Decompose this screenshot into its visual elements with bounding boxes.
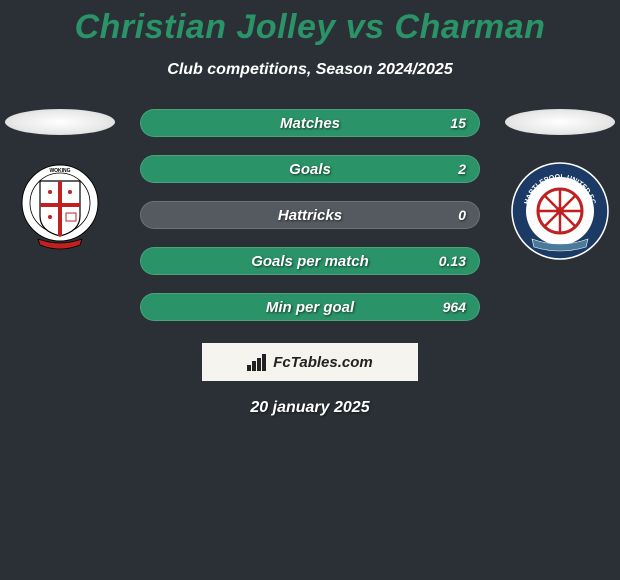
stat-value-right: 964 (443, 299, 466, 315)
svg-text:WOKING: WOKING (49, 168, 70, 174)
stat-bar: Goals per match 0.13 (140, 247, 480, 275)
right-side: HARTLEPOOL UNITED FC (500, 109, 620, 261)
stats-container: Matches 15 Goals 2 Hattricks 0 Goals per match… (140, 109, 480, 321)
page-title: Christian Jolley vs Charman (0, 0, 620, 47)
left-oval (5, 109, 115, 135)
stat-label: Hattricks (278, 207, 342, 224)
stat-value-right: 15 (450, 115, 466, 131)
right-oval (505, 109, 615, 135)
stat-label: Goals (289, 161, 331, 178)
stat-label: Matches (280, 115, 340, 132)
bar-chart-icon (247, 353, 267, 371)
right-club-badge: HARTLEPOOL UNITED FC (510, 161, 610, 261)
stat-label: Goals per match (251, 253, 369, 270)
hartlepool-badge-icon: HARTLEPOOL UNITED FC (510, 161, 610, 261)
stat-bar: Matches 15 (140, 109, 480, 137)
stat-label: Min per goal (266, 299, 354, 316)
date-text: 20 january 2025 (0, 399, 620, 417)
stat-bar: Hattricks 0 (140, 201, 480, 229)
stat-bar: Goals 2 (140, 155, 480, 183)
stat-value-right: 0.13 (439, 253, 466, 269)
page-subtitle: Club competitions, Season 2024/2025 (0, 61, 620, 79)
left-side: WOKING (0, 109, 120, 261)
left-club-badge: WOKING (10, 161, 110, 261)
comparison-content: WOKING (0, 109, 620, 321)
stat-bar: Min per goal 964 (140, 293, 480, 321)
stat-value-right: 0 (458, 207, 466, 223)
watermark: FcTables.com (202, 343, 418, 381)
watermark-text: FcTables.com (273, 354, 372, 371)
stat-value-right: 2 (458, 161, 466, 177)
woking-badge-icon: WOKING (10, 161, 110, 261)
